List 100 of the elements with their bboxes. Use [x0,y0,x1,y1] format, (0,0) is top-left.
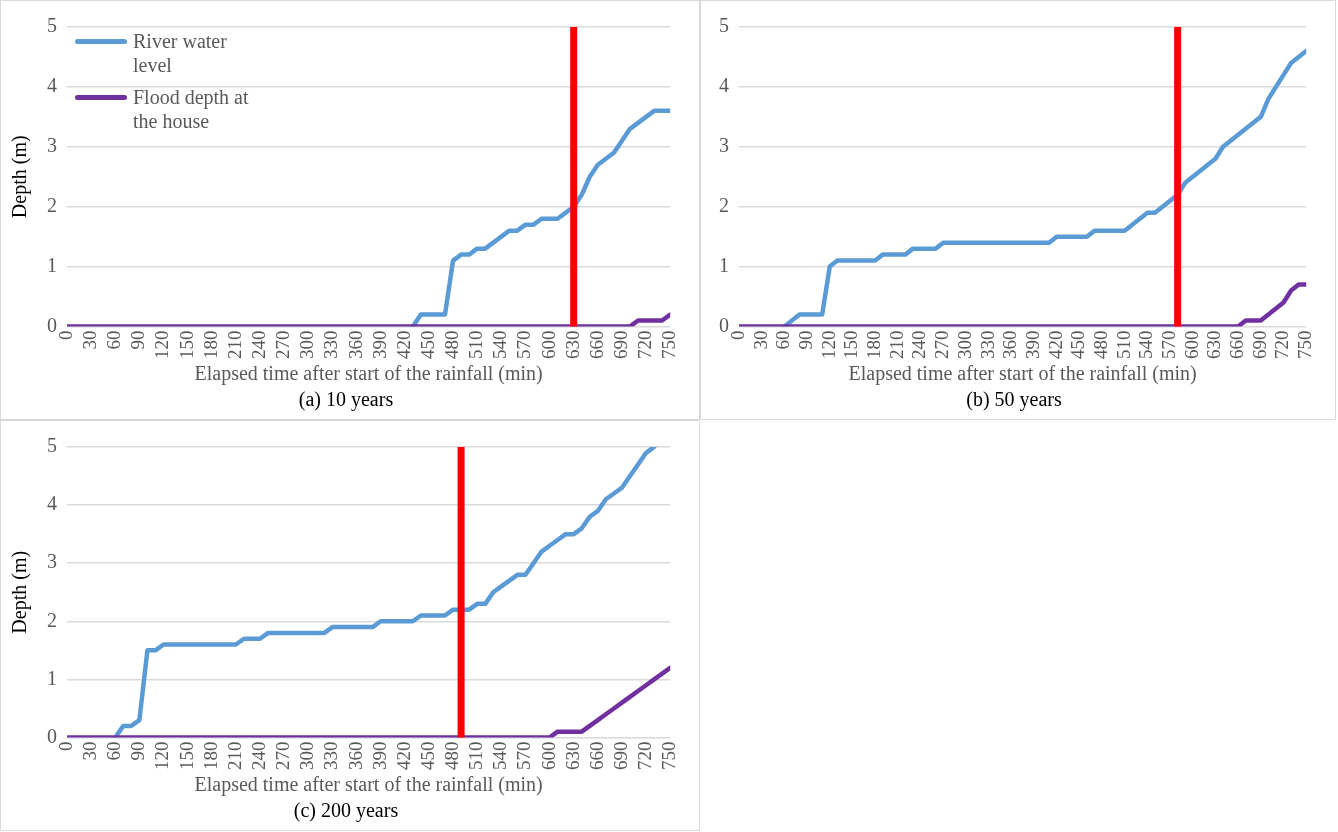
x-tick-label: 210 [223,330,245,359]
x-tick-label: 510 [1112,330,1134,359]
x-tick-label: 0 [54,741,76,751]
x-tick-label: 480 [441,741,463,770]
x-tick-label: 0 [726,330,748,340]
x-tick-label: 540 [489,330,511,359]
x-tick-label: 150 [840,330,862,359]
legend-label: River water level [133,29,228,77]
x-tick-label: 720 [634,741,656,770]
y-tick-label: 1 [47,253,57,276]
x-tick-label: 510 [465,330,487,359]
x-tick-label: 150 [175,741,197,770]
y-tick-label: 5 [47,434,57,457]
x-tick-label: 180 [863,330,885,359]
x-tick-label: 390 [368,330,390,359]
x-tick-label: 630 [561,330,583,359]
y-axis-title: Depth (m) [8,135,32,219]
x-tick-label: 600 [1180,330,1202,359]
x-tick-label: 210 [885,330,907,359]
x-tick-label: 180 [199,330,221,359]
x-tick-label: 570 [513,330,535,359]
x-tick-label: 210 [223,741,245,770]
y-tick-label: 4 [47,492,57,515]
x-tick-label: 270 [931,330,953,359]
y-tick-label: 4 [719,74,729,97]
x-tick-label: 690 [609,330,631,359]
y-tick-label: 3 [719,134,729,157]
x-tick-label: 510 [465,741,487,770]
y-tick-label: 1 [719,253,729,276]
x-tick-label: 660 [585,330,607,359]
x-tick-label: 30 [79,330,101,350]
x-tick-label: 660 [585,741,607,770]
x-tick-label: 420 [1044,330,1066,359]
y-tick-label: 3 [47,134,57,157]
x-tick-label: 240 [908,330,930,359]
x-tick-label: 630 [561,741,583,770]
x-tick-label: 720 [634,330,656,359]
x-tick-label: 720 [1271,330,1293,359]
x-tick-label: 540 [489,741,511,770]
text: (b) 50 years [966,388,1062,412]
x-tick-label: 450 [1067,330,1089,359]
x-tick-label: 480 [1089,330,1111,359]
x-tick-label: 480 [441,330,463,359]
y-tick-label: 2 [47,193,57,216]
x-tick-label: 270 [272,330,294,359]
x-tick-label: 330 [320,741,342,770]
x-tick-label: 30 [749,330,771,350]
text: (a) 10 years [298,388,394,412]
x-tick-label: 0 [54,330,76,340]
x-tick-label: 600 [537,330,559,359]
x-tick-label: 270 [272,741,294,770]
x-tick-label: 390 [368,741,390,770]
x-tick-label: 330 [976,330,998,359]
x-tick-label: 660 [1226,330,1248,359]
x-tick-label: 90 [127,330,149,350]
x-tick-label: 60 [772,330,794,350]
x-tick-label: 690 [609,741,631,770]
x-tick-label: 750 [658,741,680,770]
x-tick-label: 540 [1135,330,1157,359]
x-tick-label: 420 [392,741,414,770]
x-tick-label: 450 [416,330,438,359]
y-axis-title: Depth (m) [8,550,32,634]
x-tick-label: 120 [151,330,173,359]
x-tick-label: 570 [1158,330,1180,359]
x-tick-label: 240 [248,741,270,770]
x-tick-label: 120 [817,330,839,359]
x-tick-label: 390 [1021,330,1043,359]
y-tick-label: 0 [47,724,57,747]
x-tick-label: 240 [248,330,270,359]
x-axis-title: Elapsed time after start of the rainfall (min) [848,362,1197,386]
text: (c) 200 years [293,799,399,823]
x-axis-title: Elapsed time after start of the rainfall (min) [194,773,543,797]
x-tick-label: 60 [103,741,125,761]
x-tick-label: 330 [320,330,342,359]
x-tick-label: 30 [79,741,101,761]
x-tick-label: 750 [1294,330,1316,359]
y-tick-label: 1 [47,666,57,689]
x-tick-label: 600 [537,741,559,770]
x-tick-label: 690 [1248,330,1270,359]
y-tick-label: 5 [719,14,729,37]
x-tick-label: 300 [953,330,975,359]
x-tick-label: 90 [127,741,149,761]
y-tick-label: 2 [47,608,57,631]
x-tick-label: 420 [392,330,414,359]
y-tick-label: 2 [719,193,729,216]
x-tick-label: 150 [175,330,197,359]
y-tick-label: 5 [47,14,57,37]
x-tick-label: 120 [151,741,173,770]
legend-label: Flood depth at the house [133,85,250,133]
y-tick-label: 3 [47,550,57,573]
x-tick-label: 630 [1203,330,1225,359]
x-tick-label: 570 [513,741,535,770]
x-tick-label: 60 [103,330,125,350]
x-tick-label: 300 [296,330,318,359]
x-tick-label: 360 [344,330,366,359]
x-tick-label: 360 [344,741,366,770]
x-tick-label: 180 [199,741,221,770]
x-tick-label: 450 [416,741,438,770]
x-tick-label: 90 [795,330,817,350]
x-tick-label: 360 [999,330,1021,359]
